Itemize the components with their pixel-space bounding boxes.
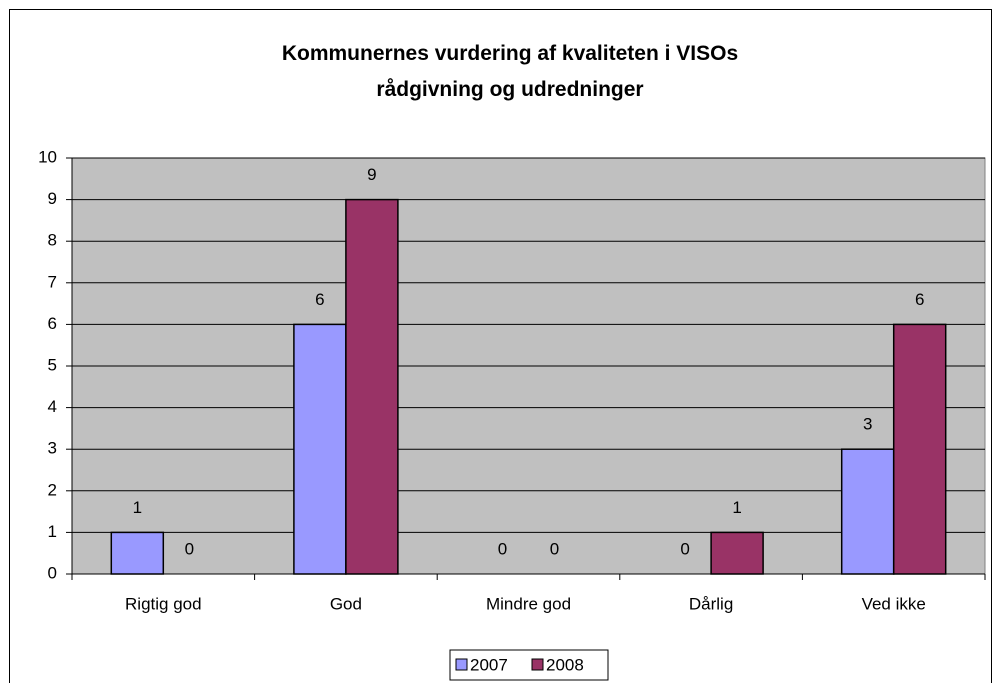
data-label: 0 — [680, 539, 689, 558]
y-tick-label: 1 — [48, 522, 57, 541]
x-tick-label: Mindre god — [486, 594, 571, 613]
legend-swatch — [455, 658, 468, 671]
bar — [293, 323, 347, 575]
legend-box — [449, 649, 609, 681]
legend-label: 2008 — [546, 655, 584, 674]
chart-title: Kommunernes vurdering af kvaliteten i VI… — [281, 42, 739, 101]
data-label: 0 — [498, 539, 507, 558]
y-tick-label: 10 — [38, 147, 57, 166]
y-tick-label: 3 — [48, 439, 57, 458]
bar — [840, 448, 895, 575]
data-label: 3 — [863, 415, 872, 434]
y-tick-label: 7 — [48, 272, 57, 291]
data-label: 6 — [315, 290, 324, 309]
data-label: 1 — [133, 498, 142, 517]
y-tick-label: 0 — [48, 563, 57, 582]
y-tick-label: 8 — [48, 231, 57, 250]
y-tick-label: 5 — [48, 355, 57, 374]
data-label: 9 — [367, 165, 376, 184]
y-tick-label: 9 — [48, 189, 57, 208]
legend-swatch — [531, 658, 544, 671]
bar — [345, 198, 399, 575]
bar — [892, 323, 947, 575]
x-tick-label: God — [330, 594, 362, 613]
data-label: 0 — [550, 539, 559, 558]
y-tick-label: 4 — [48, 397, 57, 416]
bar — [110, 531, 165, 575]
legend-label: 2007 — [470, 655, 508, 674]
y-tick-label: 2 — [48, 480, 57, 499]
y-tick-label: 6 — [48, 314, 57, 333]
x-tick-label: Dårlig — [689, 594, 733, 613]
x-tick-label: Rigtig god — [125, 594, 202, 613]
x-tick-label: Ved ikke — [862, 594, 926, 613]
data-label: 0 — [185, 539, 194, 558]
data-label: 6 — [915, 290, 924, 309]
data-label: 1 — [732, 498, 741, 517]
bar — [710, 531, 764, 575]
